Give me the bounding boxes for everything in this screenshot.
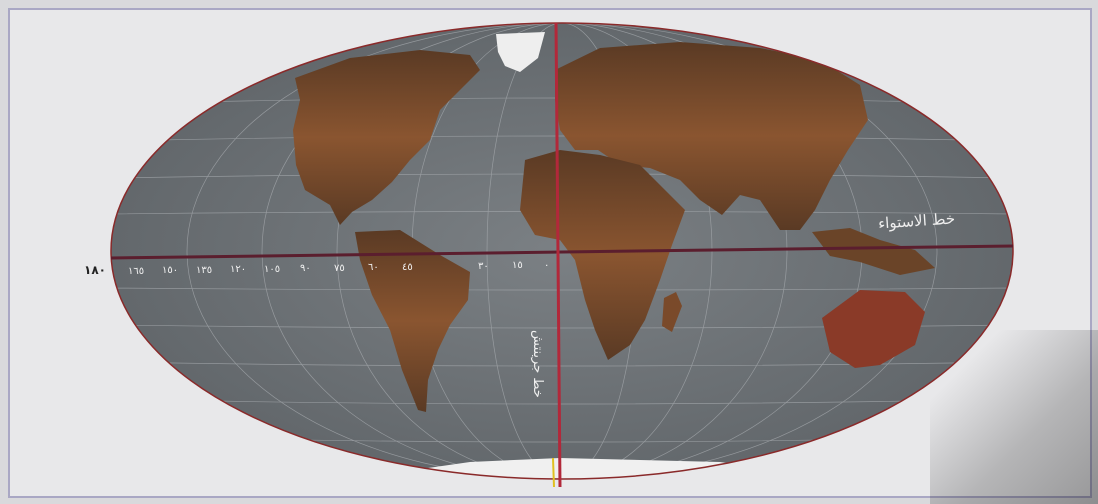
south-america [355,230,470,412]
equator-line [110,244,1014,260]
longitude-label: ٦٠ [368,262,379,273]
longitude-label: ١٥ [512,260,523,271]
longitude-label: ٧٥ [334,263,345,274]
southeast-asia [812,228,935,275]
australia [822,290,925,368]
longitude-label: ١٦٥ [128,266,145,277]
prime-meridian-label: خط جرينتش [530,330,545,398]
longitude-label: ١٢٠ [230,264,247,275]
prime-meridian-line [554,22,562,488]
longitude-label: ٠ [544,260,550,271]
longitude-label: ١٣٥ [196,265,213,276]
degree-label-180: ١٨٠ [84,263,106,277]
longitude-label: ١٠٥ [264,264,281,275]
longitude-label: ٤٥ [402,262,413,273]
longitude-label: ٣٠ [478,261,489,272]
longitude-label: ١٥٠ [162,265,179,276]
madagascar [662,292,682,332]
map-outline [110,22,1014,480]
north-america [293,50,480,225]
longitude-label: ٩٠ [300,263,311,274]
prime-meridian-highlight [552,457,555,488]
antarctica [400,458,790,479]
africa [520,150,685,360]
eurasia [555,42,868,230]
greenland [496,32,545,72]
